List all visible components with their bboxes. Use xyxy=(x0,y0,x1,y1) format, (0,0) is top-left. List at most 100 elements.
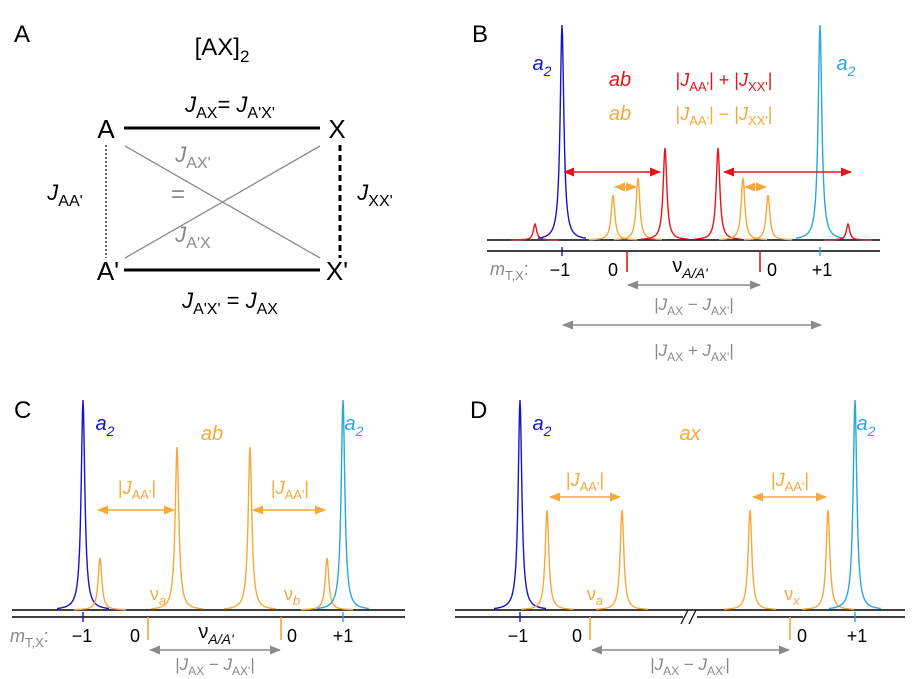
tick-label: −1 xyxy=(72,626,93,646)
text-segment: a xyxy=(533,413,544,435)
multiplet-label: ax xyxy=(679,423,701,445)
text-segment: a xyxy=(96,413,107,435)
panel-label: D xyxy=(470,397,487,424)
text-segment: a xyxy=(837,53,848,75)
text-segment: AA' xyxy=(785,479,805,494)
tick-label: +1 xyxy=(333,626,354,646)
labels: A [AX]2A XA' X'JAX= JA'X'JAA' JXX'JAX'=JA'XJ… xyxy=(10,21,876,678)
peak xyxy=(537,24,587,239)
text-segment: AA' xyxy=(689,79,709,94)
text-segment: AX' xyxy=(711,304,729,318)
text-segment: | xyxy=(175,655,179,674)
tick-label: +1 xyxy=(812,260,833,280)
peak xyxy=(300,557,354,611)
frequency-label: νa xyxy=(150,584,166,608)
text-segment: J xyxy=(698,655,708,674)
text-segment: J xyxy=(245,288,258,313)
peak xyxy=(316,399,370,610)
multiplet-label: a2 xyxy=(96,413,115,439)
text-segment: J xyxy=(184,92,197,117)
text-segment: 2 xyxy=(867,423,876,439)
text-segment: AX xyxy=(667,350,683,364)
coupling-diagram xyxy=(105,126,342,272)
text-segment: | xyxy=(729,295,733,314)
coupling-label: JA'X xyxy=(174,222,211,252)
peak xyxy=(595,509,649,610)
text-segment: | xyxy=(676,70,681,90)
text-segment: J xyxy=(223,655,233,674)
text-segment: ax xyxy=(679,423,701,445)
text-segment: | xyxy=(650,655,654,674)
tick-label: −1 xyxy=(508,626,529,646)
text-segment: J xyxy=(275,478,286,498)
diagonal-coupling xyxy=(124,145,321,259)
text-segment: | − | xyxy=(709,104,739,124)
multiplet-label: a2 xyxy=(837,53,856,79)
peak xyxy=(693,147,743,240)
tick-label: 0 xyxy=(130,626,140,646)
peak xyxy=(520,509,574,610)
spectra xyxy=(12,24,905,655)
text-segment: A'X xyxy=(186,235,211,252)
peak xyxy=(795,24,845,239)
quantum-number-label: mT,X: xyxy=(490,259,529,283)
text-segment: AA' xyxy=(580,479,600,494)
coupling-label: JXX' xyxy=(356,180,392,210)
text-segment: = xyxy=(221,288,246,313)
text-segment: A/A' xyxy=(681,265,709,281)
text-segment: J xyxy=(174,142,187,167)
multiplet-label: ab xyxy=(201,423,223,445)
spin-node: X' xyxy=(326,256,348,286)
tick-label: 0 xyxy=(572,626,582,646)
text-segment: AX' xyxy=(711,350,729,364)
peak xyxy=(613,177,663,241)
text-segment: AX' xyxy=(707,664,725,678)
text-segment: | xyxy=(771,470,776,490)
peak xyxy=(56,399,110,610)
text-segment: J xyxy=(235,92,248,117)
splitting-label: |JAA'| − |JXX'| xyxy=(676,104,773,128)
text-segment: AX xyxy=(663,664,679,678)
text-segment: a xyxy=(159,593,166,608)
center-frequency: νA/A' xyxy=(672,255,709,281)
panel-label: C xyxy=(14,397,31,424)
text-segment: 2 xyxy=(847,63,856,79)
quantum-number-label: mT,X: xyxy=(10,626,49,650)
text-segment: | xyxy=(118,478,123,498)
text-segment: J xyxy=(179,655,189,674)
coupling-label: JA'X' = JAX xyxy=(181,288,278,318)
text-segment: | xyxy=(725,655,729,674)
text-segment: − xyxy=(683,295,702,314)
peak xyxy=(723,509,777,610)
tick-label: 0 xyxy=(767,260,777,280)
text-segment: | xyxy=(768,70,773,90)
text-segment: | xyxy=(151,478,156,498)
text-segment: 2 xyxy=(543,423,552,439)
splitting-label: |JAA'| xyxy=(118,478,156,502)
text-segment: | xyxy=(729,341,733,360)
text-segment: | xyxy=(804,470,809,490)
text-segment: ab xyxy=(609,69,631,91)
text-segment: J xyxy=(702,295,712,314)
text-segment: AX xyxy=(667,304,683,318)
text-segment: AX' xyxy=(186,155,210,172)
text-segment: J xyxy=(356,180,369,205)
text-segment: J xyxy=(122,478,133,498)
text-segment: [AX] xyxy=(195,34,240,61)
text-segment: XX' xyxy=(748,79,768,94)
text-segment: J xyxy=(654,655,664,674)
multiplet-label: a2 xyxy=(533,413,552,439)
tick-label: +1 xyxy=(847,626,868,646)
tick-label: 0 xyxy=(287,626,297,646)
text-segment: | xyxy=(654,295,658,314)
text-segment: ν xyxy=(672,255,682,277)
tick-label: 0 xyxy=(797,626,807,646)
text-segment: | xyxy=(250,655,254,674)
text-segment: A/A' xyxy=(207,631,235,647)
text-segment: J xyxy=(570,470,581,490)
text-segment: m xyxy=(490,259,505,279)
spin-node: A' xyxy=(97,256,119,286)
text-segment: J xyxy=(658,341,668,360)
splitting-label: |JAA'| xyxy=(271,478,309,502)
